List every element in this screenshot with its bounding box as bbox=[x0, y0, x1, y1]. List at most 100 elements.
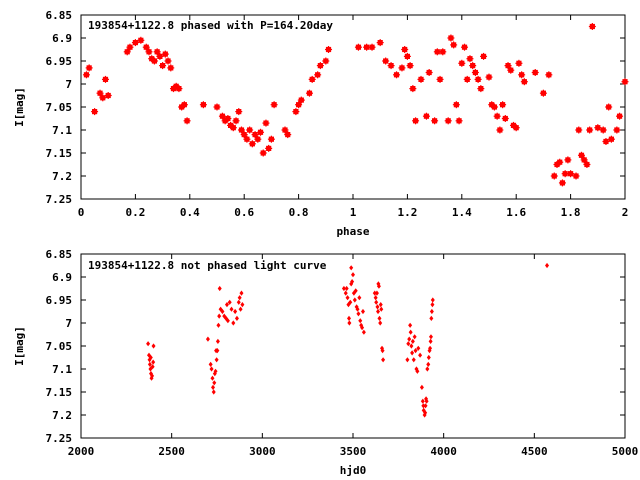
unphased-x-tick-label: 2000 bbox=[68, 445, 95, 458]
unphased-data-point bbox=[426, 354, 431, 361]
phased-data-point bbox=[501, 115, 509, 122]
phased-data-point bbox=[613, 126, 621, 134]
phased-data-point bbox=[235, 108, 243, 116]
phased-data-point bbox=[368, 43, 376, 51]
phased-data-point bbox=[145, 48, 153, 56]
unphased-data-point bbox=[408, 329, 413, 335]
unphased-data-point bbox=[359, 322, 364, 328]
unphased-data-point bbox=[360, 325, 365, 331]
phased-data-point bbox=[586, 126, 594, 134]
phased-data-point bbox=[153, 48, 161, 56]
phased-data-point bbox=[450, 41, 458, 49]
unphased-y-tick-label: 7.15 bbox=[46, 386, 73, 399]
unphased-data-point bbox=[208, 361, 213, 367]
phased-data-point bbox=[305, 89, 313, 97]
phased-data-point bbox=[229, 124, 237, 132]
phased-data-point bbox=[393, 71, 401, 79]
phased-data-point bbox=[594, 124, 602, 132]
unphased-data-point bbox=[412, 334, 417, 340]
unphased-x-tick-label: 5000 bbox=[612, 445, 639, 458]
phased-y-tick-label: 6.9 bbox=[52, 32, 72, 45]
phased-data-point bbox=[436, 75, 444, 83]
phased-data-point bbox=[270, 101, 278, 109]
unphased-data-point bbox=[348, 299, 353, 305]
phased-data-point bbox=[558, 179, 566, 187]
unphased-data-point bbox=[351, 290, 356, 296]
phased-data-point bbox=[246, 126, 254, 134]
phased-data-point bbox=[123, 48, 131, 56]
phased-x-tick-label: 1.4 bbox=[452, 206, 472, 219]
unphased-data-point bbox=[238, 306, 243, 312]
unphased-data-point bbox=[345, 295, 350, 301]
unphased-data-point bbox=[237, 295, 242, 301]
unphased-data-point bbox=[378, 302, 383, 308]
unphased-data-point bbox=[376, 283, 381, 289]
phased-data-point bbox=[520, 78, 528, 86]
unphased-x-axis-label: hjd0 bbox=[340, 464, 367, 477]
phased-data-point bbox=[466, 55, 474, 63]
phased-data-point bbox=[284, 131, 292, 139]
unphased-data-point bbox=[211, 384, 216, 390]
unphased-data-point bbox=[429, 315, 434, 321]
unphased-data-point bbox=[146, 341, 151, 347]
phased-data-point bbox=[401, 46, 409, 53]
unphased-x-tick-label: 3000 bbox=[249, 445, 276, 458]
phased-y-tick-label: 7.1 bbox=[52, 124, 72, 137]
phased-data-point bbox=[297, 96, 305, 104]
unphased-y-tick-label: 6.85 bbox=[46, 248, 73, 261]
phased-data-point bbox=[265, 144, 273, 152]
unphased-data-point bbox=[225, 318, 230, 324]
unphased-data-point bbox=[215, 338, 220, 344]
phased-data-point bbox=[599, 126, 607, 134]
phased-data-point bbox=[480, 52, 488, 60]
phased-x-tick-label: 0.2 bbox=[125, 206, 145, 219]
unphased-data-point bbox=[379, 306, 384, 312]
phased-data-point bbox=[213, 103, 221, 111]
unphased-data-point bbox=[150, 364, 155, 370]
phased-data-point bbox=[322, 57, 330, 65]
unphased-data-point bbox=[229, 306, 234, 312]
unphased-data-point bbox=[410, 338, 415, 344]
phased-data-point bbox=[490, 103, 498, 111]
unphased-data-point bbox=[406, 341, 411, 347]
phased-x-tick-label: 0.8 bbox=[289, 206, 309, 219]
phased-data-point bbox=[515, 59, 523, 67]
unphased-data-point bbox=[149, 375, 154, 381]
unphased-data-point bbox=[356, 311, 361, 317]
phased-data-point bbox=[183, 117, 191, 125]
unphased-data-point bbox=[211, 389, 216, 395]
unphased-y-tick-label: 6.95 bbox=[46, 294, 73, 307]
phased-y-tick-label: 6.85 bbox=[46, 9, 73, 22]
phased-data-point bbox=[531, 69, 539, 76]
unphased-data-point bbox=[419, 384, 424, 390]
phased-data-point bbox=[463, 75, 471, 83]
unphased-data-point bbox=[344, 285, 349, 292]
unphased-data-point bbox=[347, 315, 352, 321]
unphased-data-point bbox=[148, 354, 153, 361]
phased-data-point bbox=[254, 135, 262, 143]
phased-data-point bbox=[439, 48, 447, 56]
unphased-data-point bbox=[410, 350, 415, 356]
phased-data-point bbox=[485, 73, 493, 81]
phased-data-point bbox=[308, 75, 316, 83]
unphased-plot-title: 193854+1122.8 not phased light curve bbox=[88, 259, 327, 272]
unphased-data-point bbox=[421, 403, 426, 409]
unphased-data-point bbox=[212, 371, 217, 377]
phased-data-point bbox=[237, 126, 245, 134]
unphased-data-point bbox=[377, 315, 382, 321]
unphased-data-point bbox=[425, 366, 430, 372]
phased-data-point bbox=[292, 108, 300, 116]
phased-x-tick-label: 0.6 bbox=[234, 206, 254, 219]
unphased-data-point bbox=[346, 302, 351, 308]
unphased-y-tick-label: 7.1 bbox=[52, 363, 72, 376]
phased-y-tick-label: 7.15 bbox=[46, 147, 73, 160]
unphased-data-point bbox=[409, 343, 414, 349]
unphased-data-point bbox=[222, 313, 227, 319]
unphased-y-tick-label: 6.9 bbox=[52, 271, 72, 284]
unphased-data-point bbox=[147, 361, 152, 367]
phased-data-point bbox=[621, 78, 629, 86]
phased-x-tick-label: 0.4 bbox=[180, 206, 200, 219]
phased-data-point bbox=[567, 170, 575, 178]
unphased-light-curve-panel: 2000 2500 3000 3500 4000 4500 5000 6.85 6.9 6.95 7… bbox=[13, 248, 638, 477]
